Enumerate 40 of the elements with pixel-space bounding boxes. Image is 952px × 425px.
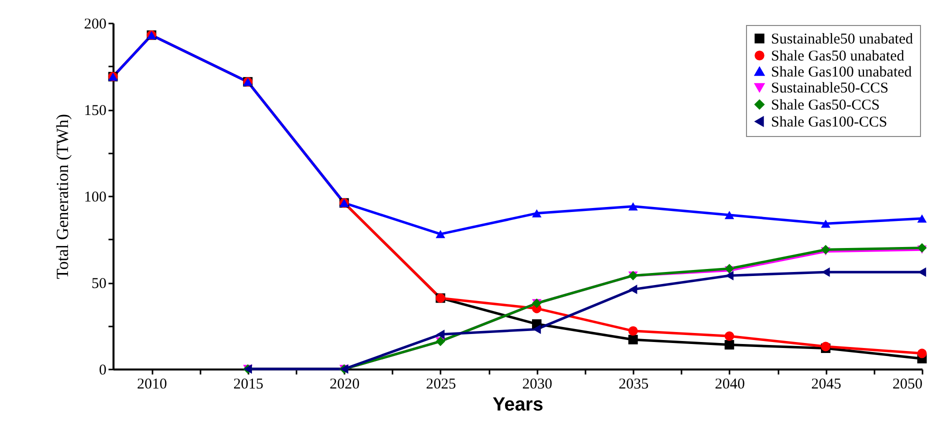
point <box>724 340 734 350</box>
legend-label: Shale Gas100 unabated <box>771 64 912 80</box>
point <box>628 334 638 344</box>
point <box>724 210 734 220</box>
point <box>724 264 734 274</box>
x-tick-label: 2010 <box>137 376 168 392</box>
x-tick-label: 2020 <box>330 376 360 392</box>
point <box>820 220 830 228</box>
point <box>917 243 927 253</box>
y-tick-label: 200 <box>84 16 106 32</box>
x-tick-label: 2040 <box>714 376 745 392</box>
y-tick-label: 150 <box>84 103 106 119</box>
point <box>724 331 734 341</box>
legend-label: Sustainable50 unabated <box>771 32 914 48</box>
x-tick-label: 2045 <box>811 376 842 392</box>
y-tick-label: 100 <box>84 190 106 206</box>
point <box>532 324 541 334</box>
y-tick-label: 50 <box>92 276 106 292</box>
point <box>436 330 445 340</box>
point <box>628 202 638 210</box>
x-tick-label: 2025 <box>426 376 456 392</box>
legend-label: Sustainable50-CCS <box>771 80 889 96</box>
point <box>532 209 542 218</box>
x-tick-label: 2035 <box>618 376 649 392</box>
x-tick-label: 2050 <box>892 376 922 392</box>
legend-label: Shale Gas50-CCS <box>771 98 880 114</box>
y-tick-label: 0 <box>99 362 106 378</box>
x-tick-label: 2015 <box>233 376 264 392</box>
point <box>917 214 927 223</box>
x-tick-label: 2030 <box>522 376 552 392</box>
point <box>725 270 734 280</box>
point <box>628 326 638 336</box>
point <box>436 230 446 238</box>
point <box>628 284 638 294</box>
point <box>820 244 830 254</box>
y-axis-title: Total Generation (TWh) <box>53 114 72 279</box>
x-axis-title: Years <box>492 394 544 416</box>
legend-label: Shale Gas100-CCS <box>771 114 888 130</box>
point <box>917 348 927 358</box>
legend-label: Shale Gas50 unabated <box>771 48 905 64</box>
